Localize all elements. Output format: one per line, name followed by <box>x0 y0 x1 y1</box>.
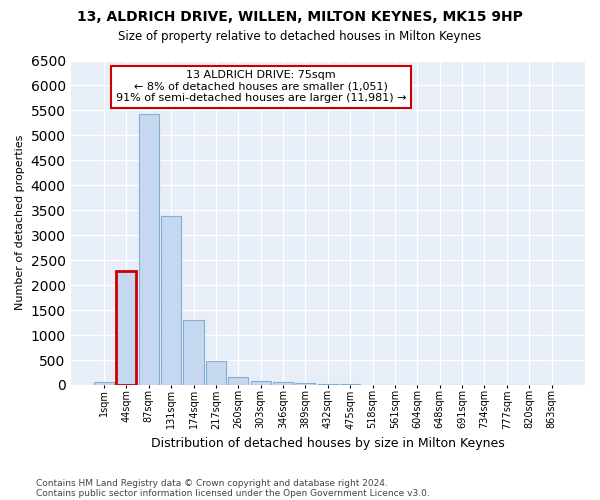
Text: 13 ALDRICH DRIVE: 75sqm
← 8% of detached houses are smaller (1,051)
91% of semi-: 13 ALDRICH DRIVE: 75sqm ← 8% of detached… <box>116 70 406 103</box>
Bar <box>318 384 338 385</box>
Bar <box>206 361 226 385</box>
X-axis label: Distribution of detached houses by size in Milton Keynes: Distribution of detached houses by size … <box>151 437 505 450</box>
Bar <box>94 382 114 385</box>
Bar <box>116 271 136 385</box>
Text: Contains public sector information licensed under the Open Government Licence v3: Contains public sector information licen… <box>36 488 430 498</box>
Bar <box>161 216 181 385</box>
Bar <box>139 114 159 385</box>
Bar <box>228 377 248 385</box>
Bar <box>184 320 203 385</box>
Text: 13, ALDRICH DRIVE, WILLEN, MILTON KEYNES, MK15 9HP: 13, ALDRICH DRIVE, WILLEN, MILTON KEYNES… <box>77 10 523 24</box>
Text: Size of property relative to detached houses in Milton Keynes: Size of property relative to detached ho… <box>118 30 482 43</box>
Bar <box>340 384 360 385</box>
Y-axis label: Number of detached properties: Number of detached properties <box>15 135 25 310</box>
Bar <box>251 380 271 385</box>
Bar <box>273 382 293 385</box>
Bar <box>295 383 316 385</box>
Text: Contains HM Land Registry data © Crown copyright and database right 2024.: Contains HM Land Registry data © Crown c… <box>36 478 388 488</box>
